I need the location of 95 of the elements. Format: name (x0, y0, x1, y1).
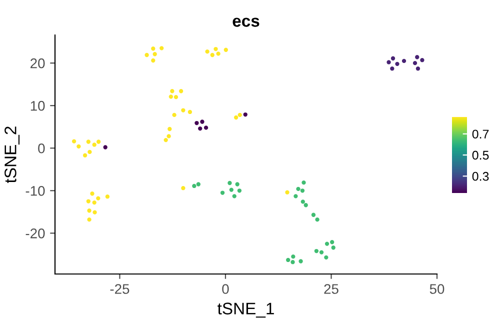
point (216, 52, 220, 56)
point (243, 112, 248, 117)
point (151, 46, 156, 51)
point (170, 89, 174, 94)
point (72, 139, 76, 144)
point (331, 246, 336, 250)
x-tick-label: 0 (222, 284, 229, 294)
point (302, 180, 306, 185)
point (237, 188, 242, 193)
point (198, 126, 202, 131)
point (296, 186, 300, 192)
point (235, 182, 240, 186)
point (151, 58, 156, 63)
point (395, 62, 400, 66)
point (196, 182, 200, 186)
point (82, 153, 88, 158)
point (412, 60, 418, 66)
point (166, 134, 171, 138)
point (291, 254, 296, 259)
point (300, 188, 305, 193)
point (164, 138, 168, 142)
point (214, 46, 218, 52)
point (224, 48, 228, 52)
point (294, 194, 298, 198)
point (386, 60, 391, 64)
point (86, 199, 91, 204)
point (105, 194, 110, 199)
point (204, 126, 208, 130)
point (172, 112, 176, 118)
point (314, 248, 319, 254)
point (315, 217, 320, 222)
point (324, 255, 328, 260)
x-axis-title: tSNE_1 (218, 302, 274, 318)
point (103, 145, 108, 150)
point (96, 196, 100, 200)
point (168, 126, 172, 132)
point (194, 120, 199, 126)
point (420, 58, 424, 62)
point (416, 66, 420, 71)
point (188, 110, 192, 114)
point (90, 192, 94, 196)
point (174, 95, 178, 100)
color-bar-label: 0.3 (472, 172, 489, 181)
point (92, 142, 96, 147)
point (285, 190, 290, 194)
chart-title: ecs (232, 18, 260, 27)
y-axis-title: tSNE_2 (4, 126, 20, 183)
point (220, 190, 225, 195)
point (96, 140, 101, 144)
point (86, 140, 91, 144)
point (178, 89, 184, 94)
y-tick-label: 0 (38, 143, 45, 154)
point (160, 46, 164, 50)
point (144, 52, 149, 58)
color-bar-label: 0.5 (472, 150, 489, 160)
point (229, 188, 234, 192)
point (390, 56, 396, 60)
point (88, 150, 92, 154)
color-bar-label: 0.7 (472, 130, 489, 139)
point (330, 240, 334, 244)
y-tick-label: 10 (30, 100, 45, 111)
point (304, 203, 308, 208)
point (415, 55, 420, 60)
point (87, 217, 92, 222)
point (290, 260, 295, 264)
y-tick-label: -20 (26, 228, 45, 238)
point (87, 208, 92, 213)
y-tick-label: 20 (30, 58, 45, 68)
point (210, 52, 214, 58)
x-tick-label: 25 (324, 284, 338, 294)
point (168, 94, 173, 99)
point (238, 112, 242, 118)
point (324, 242, 330, 246)
point (192, 184, 196, 188)
point (200, 120, 204, 124)
point (181, 186, 186, 190)
x-tick-label: 50 (430, 284, 444, 294)
point (228, 180, 232, 186)
point (286, 258, 290, 262)
y-tick-label: -10 (26, 186, 45, 196)
point (76, 144, 81, 149)
point (319, 250, 324, 254)
point (92, 210, 97, 214)
point (298, 259, 303, 264)
point (205, 50, 210, 54)
point (311, 212, 316, 217)
point (234, 115, 238, 120)
point (300, 200, 305, 204)
x-tick-label: -25 (110, 284, 130, 294)
point (181, 108, 186, 112)
point (390, 66, 394, 71)
point (232, 194, 236, 198)
point (92, 200, 96, 205)
point (402, 58, 406, 64)
point (152, 52, 157, 56)
